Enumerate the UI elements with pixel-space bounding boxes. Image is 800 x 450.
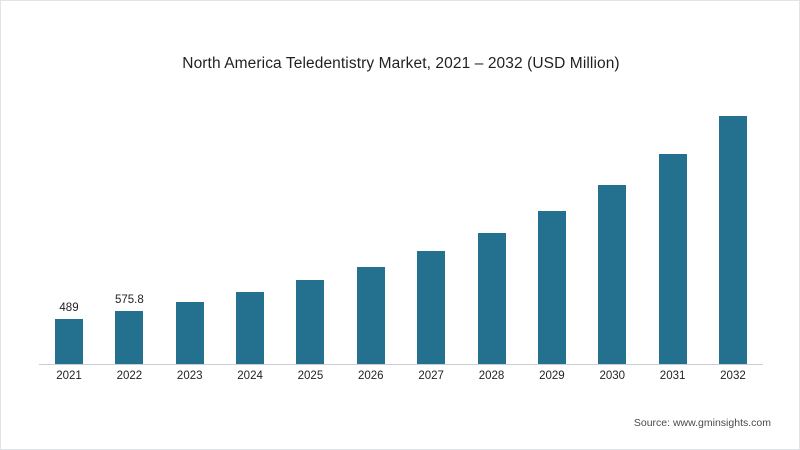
x-tick: 2022 [116, 370, 143, 382]
bar-slot [341, 96, 401, 364]
plot-area: 489 575.8 [39, 96, 763, 364]
x-tick: 2021 [56, 370, 82, 382]
page-title: North America Teledentistry Market, 2021… [182, 55, 620, 72]
bar-2029 [537, 211, 566, 364]
bar-2025 [296, 280, 325, 364]
bar-slot: 575.8 [99, 96, 159, 364]
bar-series: 489 575.8 [39, 96, 763, 364]
bar-slot [643, 96, 703, 364]
bar-2030 [598, 185, 627, 364]
bar-slot [462, 96, 522, 364]
x-axis-line [39, 364, 763, 365]
source-note: Source: www.gminsights.com [633, 417, 771, 429]
bar-2026 [356, 267, 385, 364]
bar-slot [280, 96, 340, 364]
x-tick: 2031 [659, 370, 686, 382]
bar-2028 [477, 233, 506, 364]
x-tick: 2025 [297, 370, 324, 382]
x-tick: 2024 [237, 370, 263, 382]
bar-2032 [718, 116, 747, 364]
x-tick: 2029 [539, 370, 565, 382]
bar-slot [522, 96, 582, 364]
bar-value-label: 575.8 [114, 294, 144, 306]
bar-2024 [236, 292, 265, 364]
x-tick: 2030 [599, 370, 626, 382]
x-tick: 2027 [418, 370, 444, 382]
bar-2031 [658, 154, 687, 364]
bar-slot [582, 96, 642, 364]
bar-value-label: 489 [59, 302, 79, 314]
x-tick: 2028 [478, 370, 505, 382]
bar-slot [160, 96, 220, 364]
bar-2022 [115, 311, 144, 364]
bar-2027 [417, 251, 446, 364]
bar-slot [703, 96, 763, 364]
bar-slot [220, 96, 280, 364]
x-tick: 2032 [720, 370, 746, 382]
bar-2021 [55, 319, 83, 364]
x-tick: 2023 [176, 370, 203, 382]
bar-2023 [175, 302, 204, 364]
bar-slot: 489 [39, 96, 99, 364]
bar-slot [401, 96, 461, 364]
x-tick: 2026 [358, 370, 384, 382]
x-axis-labels: 2021 2022 2023 2024 2025 2026 2027 2028 … [39, 370, 763, 382]
